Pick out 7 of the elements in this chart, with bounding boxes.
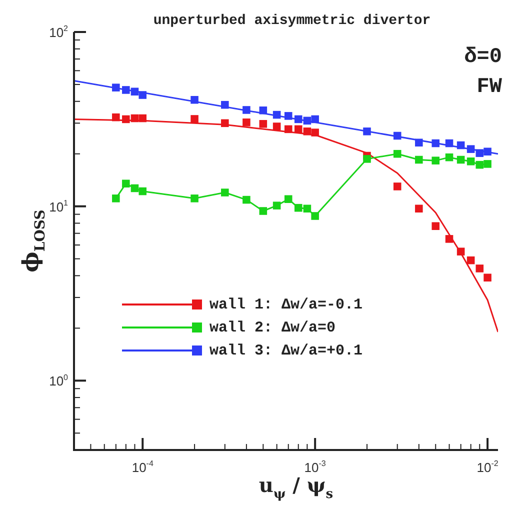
annotation: δ=0 — [464, 46, 502, 69]
legend-label: wall 1: ∆w/a=-0.1 — [210, 296, 363, 314]
legend-label: wall 2: ∆w/a=0 — [210, 319, 336, 336]
chart-title: unperturbed axisymmetric divertor — [153, 13, 431, 29]
legend-label: wall 3: ∆w/a=+0.1 — [210, 342, 363, 360]
y-axis-title: ϕLOSS — [18, 210, 49, 272]
annotation: FW — [476, 76, 502, 99]
